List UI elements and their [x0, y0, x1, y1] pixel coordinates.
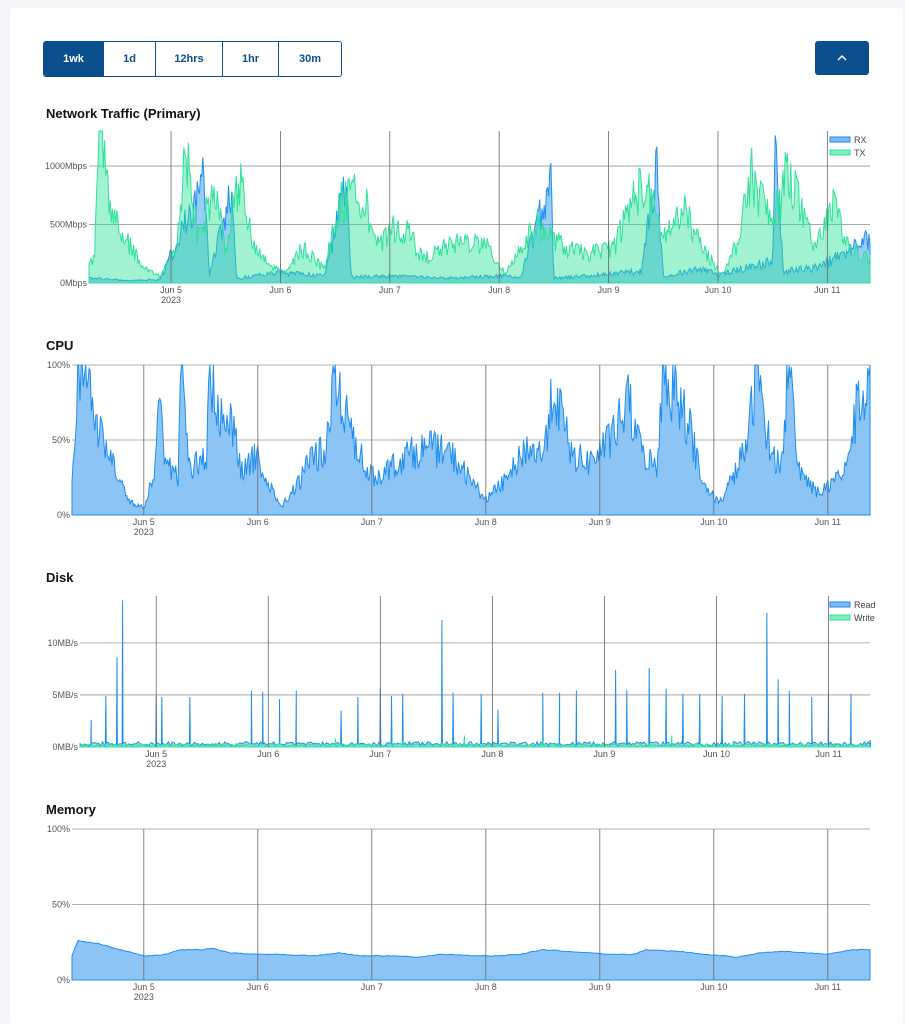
network-series-rx — [88, 135, 871, 284]
cpu-x-year-label: 2023 — [134, 527, 154, 537]
memory-x-tick-label: Jun 9 — [589, 982, 611, 992]
memory-y-tick-label: 100% — [47, 824, 70, 834]
cpu-y-tick-label: 50% — [52, 435, 70, 445]
network-x-tick-label: Jun 6 — [269, 285, 291, 295]
memory-chart-title: Memory — [46, 802, 96, 817]
disk-legend-swatch-read — [829, 601, 851, 608]
network-x-year-label: 2023 — [161, 295, 181, 305]
collapse-button[interactable] — [815, 41, 869, 75]
disk-series-read — [79, 600, 871, 748]
cpu-x-tick-label: Jun 6 — [247, 517, 269, 527]
disk-x-tick-label: Jun 8 — [481, 749, 503, 759]
disk-x-tick-label: Jun 5 — [145, 749, 167, 759]
range-button-1wk[interactable]: 1wk — [44, 42, 104, 76]
memory-x-tick-label: Jun 6 — [247, 982, 269, 992]
cpu-y-tick-label: 0% — [57, 510, 70, 520]
disk-legend-swatch-write — [829, 614, 851, 621]
memory-y-tick-label: 50% — [52, 900, 70, 910]
disk-legend-label-read: Read — [854, 600, 876, 610]
network-y-tick-label: 1000Mbps — [45, 161, 88, 171]
disk-x-tick-label: Jun 11 — [815, 749, 841, 759]
cpu-x-tick-label: Jun 5 — [133, 517, 155, 527]
range-button-30m[interactable]: 30m — [279, 42, 341, 76]
disk-x-tick-label: Jun 9 — [593, 749, 615, 759]
network-series-tx — [88, 130, 871, 284]
network-x-tick-label: Jun 7 — [379, 285, 401, 295]
disk-x-tick-label: Jun 10 — [703, 749, 730, 759]
network-legend-swatch-tx — [829, 149, 851, 156]
network-legend-label-tx: TX — [854, 148, 866, 158]
disk-chart-title: Disk — [46, 570, 74, 585]
range-button-1d[interactable]: 1d — [104, 42, 156, 76]
memory-x-tick-label: Jun 10 — [700, 982, 727, 992]
cpu-x-tick-label: Jun 10 — [700, 517, 727, 527]
network-x-tick-label: Jun 5 — [160, 285, 182, 295]
disk-y-tick-label: 5MB/s — [52, 690, 78, 700]
network-x-tick-label: Jun 9 — [598, 285, 620, 295]
memory-x-year-label: 2023 — [134, 992, 154, 1002]
disk-legend-label-write: Write — [854, 613, 875, 623]
chevron-up-icon — [837, 55, 847, 61]
network-legend-swatch-rx — [829, 136, 851, 143]
memory-series-main — [71, 939, 871, 981]
network-x-tick-label: Jun 10 — [704, 285, 731, 295]
memory-x-tick-label: Jun 5 — [133, 982, 155, 992]
range-button-12hrs[interactable]: 12hrs — [156, 42, 223, 76]
disk-y-tick-label: 0MB/s — [52, 742, 78, 752]
memory-x-tick-label: Jun 8 — [475, 982, 497, 992]
disk-x-year-label: 2023 — [146, 759, 166, 769]
network-chart-title: Network Traffic (Primary) — [46, 106, 201, 121]
cpu-x-tick-label: Jun 7 — [361, 517, 383, 527]
disk-x-tick-label: Jun 7 — [369, 749, 391, 759]
memory-x-tick-label: Jun 11 — [815, 982, 841, 992]
cpu-y-tick-label: 100% — [47, 360, 70, 370]
cpu-x-tick-label: Jun 11 — [815, 517, 841, 527]
dashboard-card — [10, 8, 903, 1024]
network-x-tick-label: Jun 8 — [488, 285, 510, 295]
network-legend-label-rx: RX — [854, 135, 867, 145]
time-range-selector: 1wk 1d 12hrs 1hr 30m — [43, 41, 342, 77]
network-y-tick-label: 0Mbps — [60, 278, 88, 288]
cpu-series-main — [71, 364, 871, 516]
range-button-1hr[interactable]: 1hr — [223, 42, 279, 76]
disk-x-tick-label: Jun 6 — [257, 749, 279, 759]
network-x-tick-label: Jun 11 — [814, 285, 840, 295]
network-y-tick-label: 500Mbps — [50, 220, 88, 230]
cpu-x-tick-label: Jun 9 — [589, 517, 611, 527]
disk-y-tick-label: 10MB/s — [47, 638, 78, 648]
cpu-chart-title: CPU — [46, 338, 74, 353]
cpu-x-tick-label: Jun 8 — [475, 517, 497, 527]
disk-series-write — [79, 735, 871, 748]
memory-y-tick-label: 0% — [57, 975, 70, 985]
memory-x-tick-label: Jun 7 — [361, 982, 383, 992]
